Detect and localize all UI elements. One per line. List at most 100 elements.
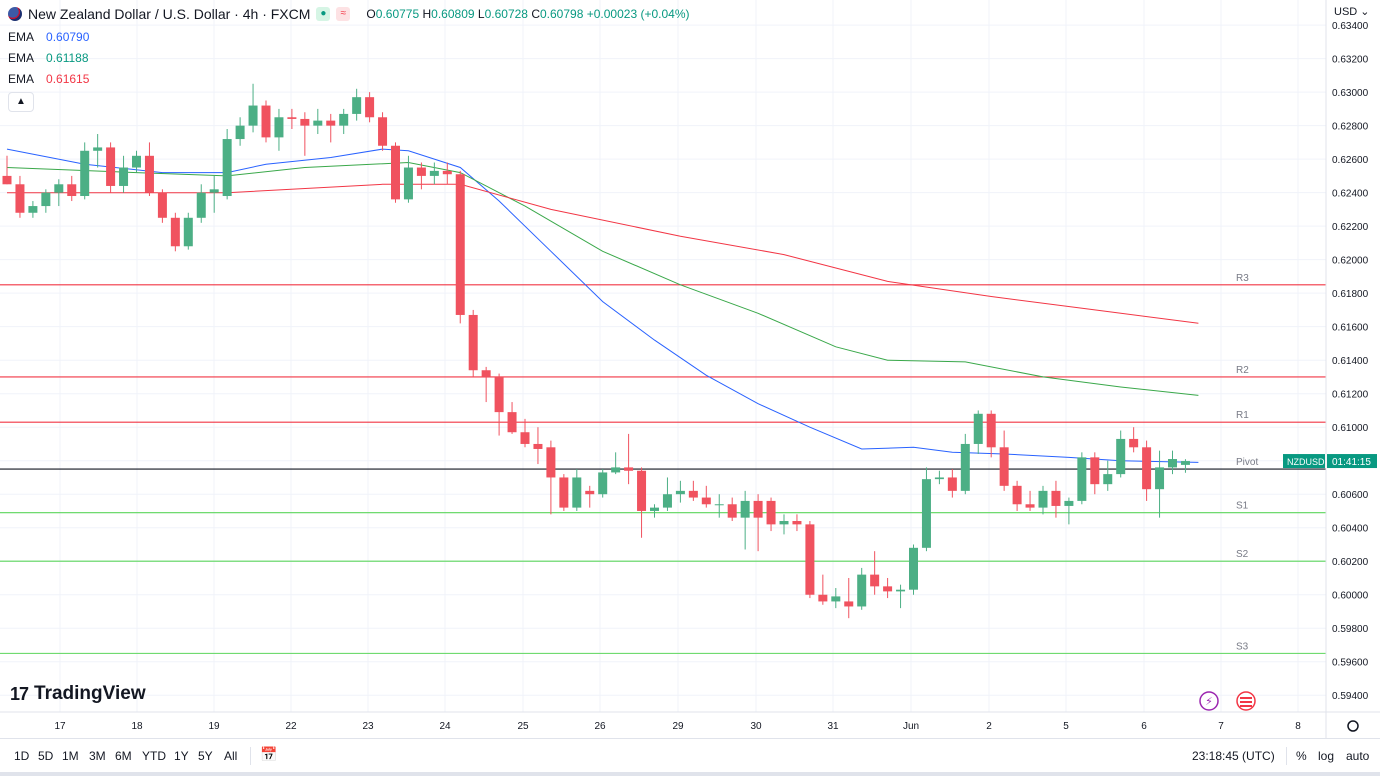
ema-legend-2[interactable]: EMA 0.61188 [8,51,89,65]
x-tick-label: 6 [1141,721,1147,732]
x-tick-label: 29 [672,721,684,732]
candle-body [209,189,219,193]
candle [248,83,258,133]
ema-legend-3[interactable]: EMA 0.61615 [8,72,90,86]
y-tick-label: 0.60600 [1332,490,1369,501]
candle [157,189,167,223]
y-tick-label: 0.62200 [1332,222,1369,233]
candle [1129,427,1139,453]
range-3m[interactable]: 3M [89,749,106,763]
y-tick-label: 0.61400 [1332,356,1369,367]
utc-clock[interactable]: 23:18:45 (UTC) [1192,749,1275,763]
candle [883,577,893,599]
candle-body [93,147,103,151]
market-open-icon[interactable]: ● [316,7,331,21]
candle-body [494,376,504,413]
range-1d[interactable]: 1D [14,749,30,763]
x-tick-label: 24 [439,721,451,732]
y-tick-label: 0.60200 [1332,557,1369,568]
candle-body [481,370,491,377]
candle-body [183,217,193,247]
candle-body [753,500,763,518]
candle-body [999,447,1009,486]
candle-body [1155,467,1165,490]
candle-body [766,500,776,525]
candle [365,92,375,123]
y-tick-label: 0.62400 [1332,189,1369,200]
candle [1064,497,1074,525]
range-5y[interactable]: 5Y [198,749,213,763]
candle-body [831,596,841,602]
candle [792,514,802,532]
candle [41,189,51,213]
x-tick-label: 25 [517,721,529,732]
gear-icon[interactable] [1347,720,1359,732]
candle-body [1168,459,1177,468]
candle-body [326,120,336,126]
candle [80,142,90,200]
auto-toggle[interactable]: auto [1346,749,1370,763]
range-ytd[interactable]: YTD [142,749,166,763]
candle [352,88,362,121]
candle-body [598,472,608,495]
candle-body [921,479,931,548]
candle [494,373,504,436]
wave-icon[interactable]: ≈ [336,7,351,21]
candle [1051,480,1061,518]
candle-body [15,184,25,213]
candle [896,584,906,609]
y-tick-label: 0.63200 [1332,55,1369,66]
range-all[interactable]: All [224,749,238,763]
candle-body [507,412,517,433]
y-tick-label: 0.62000 [1332,256,1369,267]
x-tick-label: 31 [827,721,839,732]
candle-body [1012,485,1022,505]
candle [947,469,957,498]
price-chart[interactable]: R3 R2 R1 Pivot S1 S2 S3 0.63400 0.63200 0.63000 0.… [0,0,1380,740]
calendar-icon[interactable]: 📅 [260,746,278,762]
candle-body [701,497,711,505]
candle-body [1116,438,1126,475]
range-6m[interactable]: 6M [115,749,132,763]
candle-body [300,118,310,126]
percent-toggle[interactable]: % [1296,749,1307,763]
us-flag-stripe [1240,701,1252,703]
candle-body [572,477,582,508]
candle-body [416,167,426,176]
us-flag-stripe [1240,697,1252,699]
range-5d[interactable]: 5D [38,749,54,763]
ema-legend-1[interactable]: EMA 0.60790 [8,30,90,44]
candle-body [714,504,724,506]
candle [779,514,789,535]
candle-body [520,432,530,444]
lightning-event-icon[interactable] [1199,691,1219,711]
candle-body [818,594,828,602]
x-tick-label: Jun [903,721,919,732]
range-1m[interactable]: 1M [62,749,79,763]
symbol-title[interactable]: New Zealand Dollar / U.S. Dollar · 4h · … [28,6,311,22]
candle [170,212,180,252]
currency-selector[interactable]: USD ⌄ [1334,6,1370,18]
candle [727,497,737,522]
candle [28,201,38,218]
pivot-label-r1: R1 [1236,410,1249,421]
candle [831,588,841,609]
collapse-legend-button[interactable]: ▲ [8,92,34,112]
price-tag-countdown [1327,454,1377,469]
candle-body [391,145,400,200]
ohlc-readout: O0.60775 H0.60809 L0.60728 C0.60798 +0.0… [366,7,690,21]
candle [870,551,880,595]
price-tag-countdown-text: 01:41:15 [1332,457,1371,468]
x-tick-label: 5 [1063,721,1069,732]
log-toggle[interactable]: log [1318,749,1335,763]
candle-body [650,507,659,511]
candle [714,494,724,518]
candle-body [675,490,685,495]
candle-body [585,490,595,495]
candle-body [740,500,750,518]
x-tick-label: 17 [54,721,66,732]
candle [326,113,336,143]
range-1y[interactable]: 1Y [174,749,189,763]
candle-body [287,117,297,119]
